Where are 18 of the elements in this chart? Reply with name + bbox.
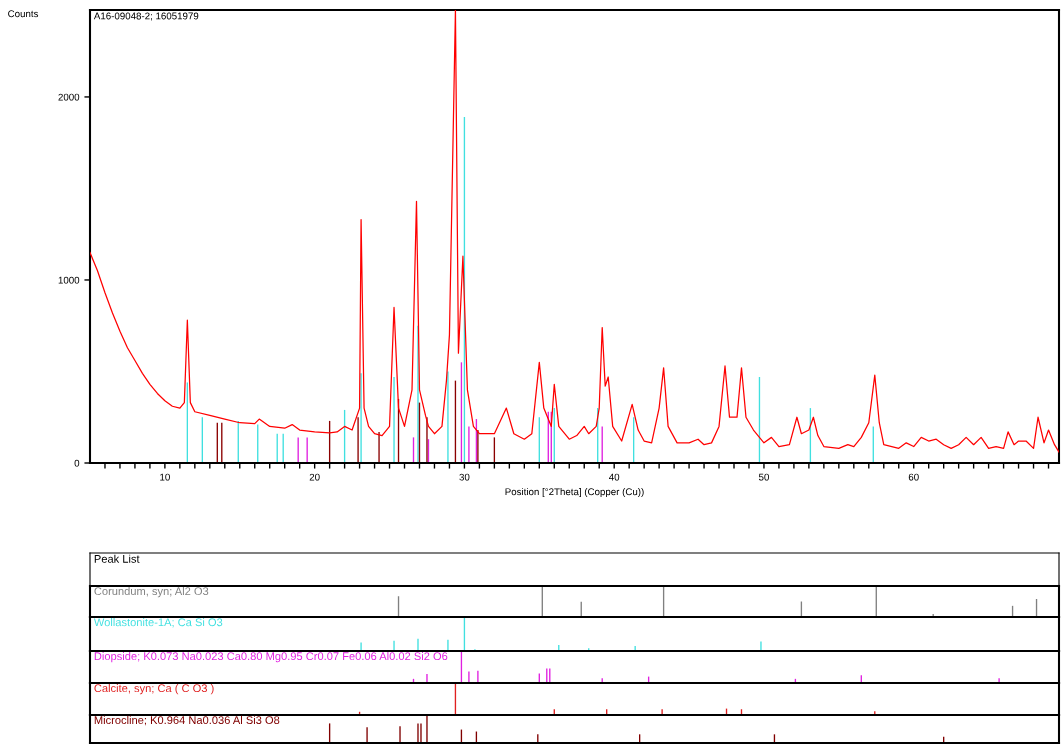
y-tick-label: 0 xyxy=(74,459,80,467)
x-tick-label: 20 xyxy=(309,473,320,481)
chart-title: Microcline; K0.964 Na0.036 Al Si3 O8 xyxy=(94,715,280,726)
x-axis-title: Position [°2Theta] (Copper (Cu)) xyxy=(505,488,644,498)
chart-title: Diopside; K0.073 Na0.023 Ca0.80 Mg0.95 Cr0.07 Fe0.06 Al0.02 Si2 O6 xyxy=(94,651,448,663)
chart-title: Wollastonite-1A; Ca Si O3 xyxy=(93,618,223,628)
text: Peak List xyxy=(94,554,140,563)
x-tick-label: 50 xyxy=(758,473,769,481)
x-tick-label: 40 xyxy=(609,473,620,481)
x-tick-label: 60 xyxy=(908,473,919,481)
y-tick-label: 2000 xyxy=(58,93,80,101)
x-tick-label: 10 xyxy=(160,473,170,481)
y-axis-title: Counts xyxy=(8,10,39,18)
y-tick-label: 1000 xyxy=(58,276,80,284)
chart-title: Corundum, syn; Al2 O3 xyxy=(94,586,209,598)
x-tick-label: 30 xyxy=(459,473,470,481)
annotation: A16-09048-2; 16051979 xyxy=(93,12,199,21)
chart-title: Calcite, syn; Ca ( C O3 ) xyxy=(94,683,214,695)
